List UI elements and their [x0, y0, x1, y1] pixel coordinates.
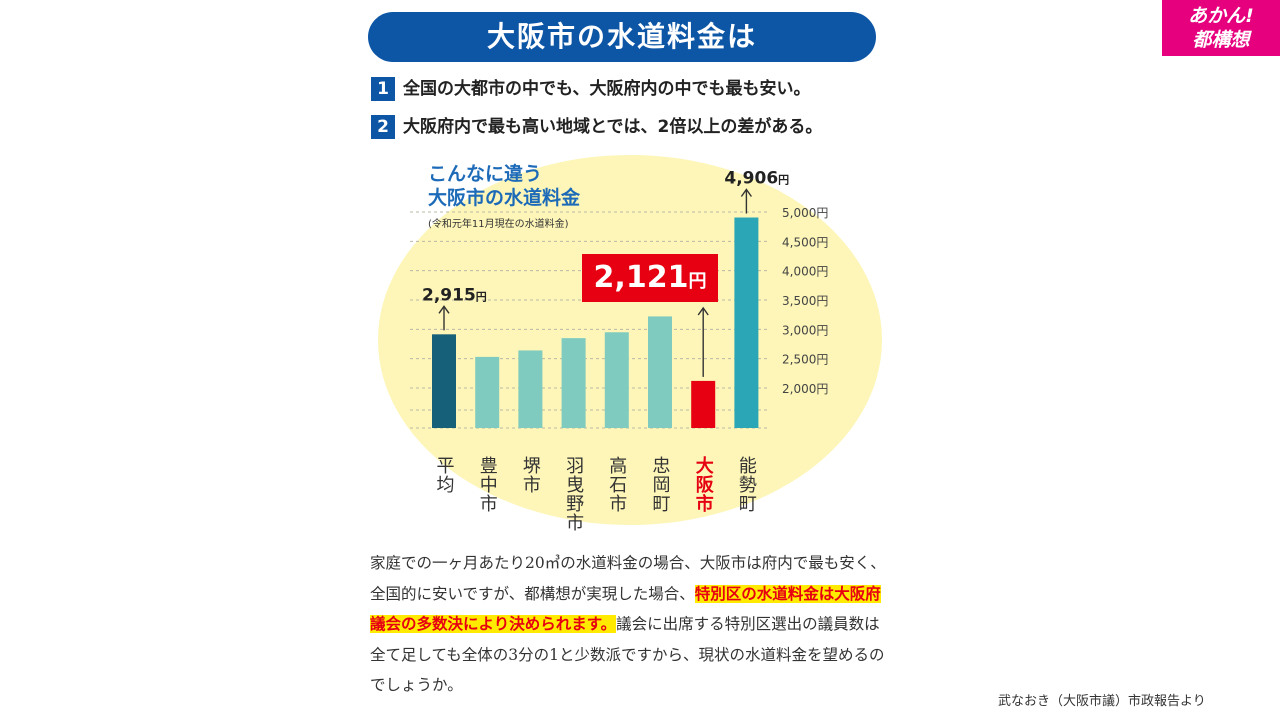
category-label: 平均 — [434, 456, 455, 494]
chart-heading-line2: 大阪市の水道料金 — [428, 187, 581, 209]
source-credit: 武なおき（大阪市議）市政報告より — [998, 694, 1206, 709]
category-label: 羽曳野市 — [563, 456, 584, 532]
callout-unit: 円 — [778, 174, 789, 187]
callout-unit: 円 — [476, 290, 487, 303]
osaka-price-value: 2,121 — [593, 260, 689, 295]
y-tick-label: 2,500円 — [782, 353, 828, 367]
callout-label: 2,915円 — [422, 285, 487, 305]
bar — [561, 338, 586, 428]
chart-note: (令和元年11月現在の水道料金) — [428, 219, 569, 230]
category-label: 忠岡町 — [650, 456, 671, 513]
y-tick-label: 2,000円 — [782, 382, 828, 396]
body-highlight-1: 特別区 — [694, 584, 742, 603]
badge-akan-tokoso: あかん! 都構想 — [1162, 0, 1280, 56]
chart-heading: こんなに違う 大阪市の水道料金 — [428, 162, 580, 210]
y-tick-label: 5,000円 — [782, 206, 828, 220]
point-1-number: 1 — [371, 77, 395, 101]
y-tick-label: 4,000円 — [782, 265, 828, 279]
bar — [432, 334, 456, 428]
y-tick-label: 3,000円 — [782, 323, 828, 337]
bar — [691, 380, 716, 428]
point-2-number: 2 — [371, 115, 395, 139]
bar — [734, 217, 759, 428]
category-label: 大阪市 — [693, 455, 714, 513]
point-1: 1 全国の大都市の中でも、大阪府内の中でも最も安い。 — [371, 76, 811, 102]
body-part2: 議会に出席する特別区選出の議員数は全て足しても全体の3分の1と少数派ですから、現… — [370, 615, 885, 694]
point-2-text: 大阪府内で最も高い地域とでは、2倍以上の差がある。 — [403, 117, 823, 137]
badge-line2: 都構想 — [1192, 29, 1250, 51]
page-title: 大阪市の水道料金は — [368, 12, 876, 62]
osaka-price-highlight: 2,121円 — [582, 254, 718, 302]
category-label: 高石市 — [606, 456, 627, 513]
point-2: 2 大阪府内で最も高い地域とでは、2倍以上の差がある。 — [371, 114, 822, 140]
bar — [518, 350, 543, 428]
chart-heading-line1: こんなに違う — [428, 163, 543, 185]
osaka-price-unit: 円 — [688, 271, 707, 292]
osaka-arrowhead — [697, 306, 709, 316]
category-label: 豊中市 — [477, 456, 498, 513]
bar — [475, 356, 500, 428]
bar — [648, 316, 672, 428]
badge-line1: あかん! — [1188, 5, 1254, 27]
category-label: 堺市 — [520, 456, 541, 494]
y-tick-label: 3,500円 — [782, 294, 828, 308]
bar — [604, 332, 629, 428]
body-part1: 家庭での一ヶ月あたり20㎥の水道料金の場合、大阪市は府内で最も安く、全国的に安い… — [370, 554, 886, 603]
y-tick-label: 4,500円 — [782, 235, 828, 249]
callout-arrowhead — [740, 188, 752, 197]
category-label: 能勢町 — [736, 456, 757, 513]
point-1-text: 全国の大都市の中でも、大阪府内の中でも最も安い。 — [403, 79, 811, 99]
callout-arrowhead — [438, 305, 450, 314]
callout-label: 4,906円 — [724, 169, 789, 189]
body-text: 家庭での一ヶ月あたり20㎥の水道料金の場合、大阪市は府内で最も安く、全国的に安い… — [370, 548, 890, 701]
